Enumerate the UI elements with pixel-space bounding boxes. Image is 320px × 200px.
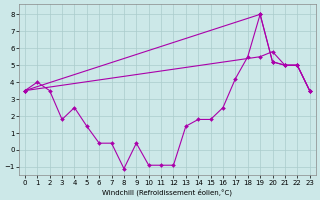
X-axis label: Windchill (Refroidissement éolien,°C): Windchill (Refroidissement éolien,°C) [102, 188, 232, 196]
